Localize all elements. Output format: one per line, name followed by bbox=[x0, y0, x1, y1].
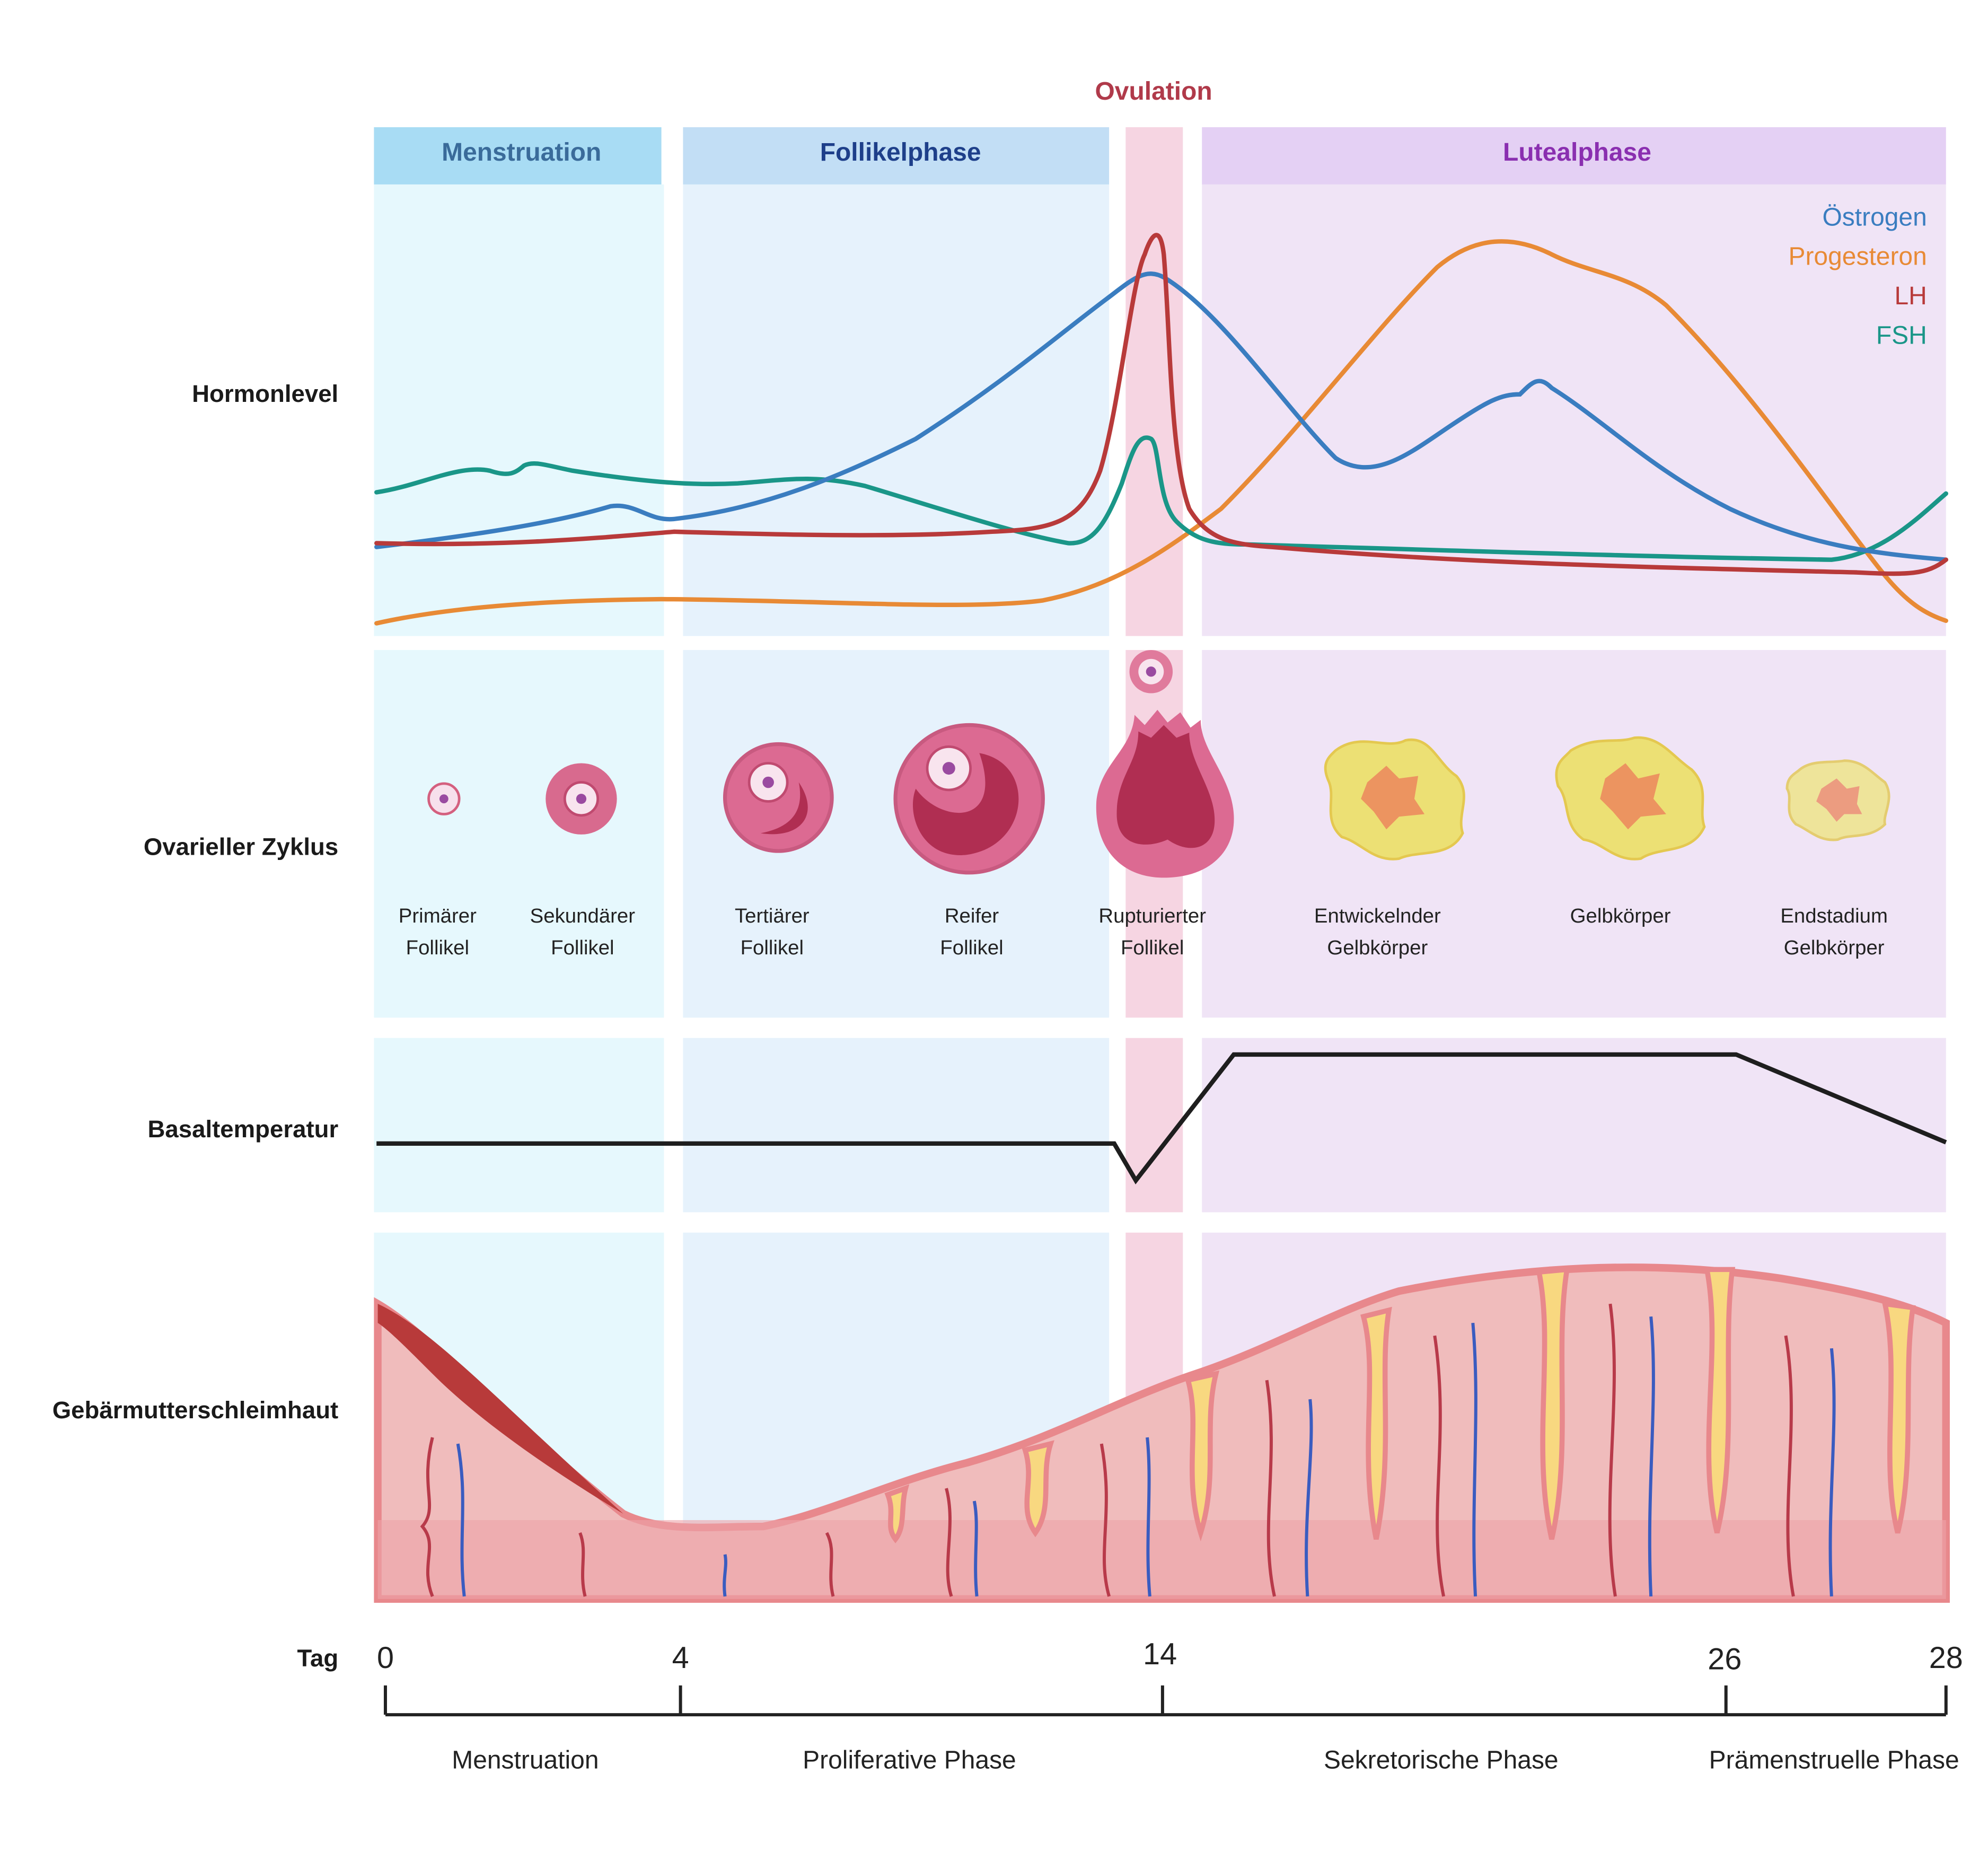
follicle-label: Follikel bbox=[940, 936, 1003, 959]
panel bbox=[374, 184, 664, 636]
progesterone-curve bbox=[374, 239, 1948, 626]
follicle-label: Follikel bbox=[1121, 936, 1184, 959]
phase-label: Follikelphase bbox=[820, 138, 981, 166]
antrum bbox=[1116, 725, 1215, 848]
luteal-core bbox=[1816, 778, 1862, 822]
day-label: 0 bbox=[377, 1641, 394, 1675]
follicle-label: Gelbkörper bbox=[1570, 905, 1671, 927]
day-label: 26 bbox=[1708, 1643, 1741, 1676]
panel bbox=[683, 184, 1110, 636]
phase-label: Menstruation bbox=[442, 138, 601, 166]
lh-curve bbox=[374, 233, 1948, 576]
fsh-curve bbox=[374, 435, 1948, 562]
glands bbox=[884, 1267, 1916, 1543]
follicle-label: Primärer bbox=[399, 905, 477, 927]
basal-layer bbox=[377, 1520, 1946, 1599]
panel bbox=[374, 649, 664, 1018]
follicle-label: Rupturierter bbox=[1098, 905, 1206, 927]
panel bbox=[683, 1038, 1110, 1213]
follicle-label: Gelbkörper bbox=[1784, 936, 1885, 959]
cycle-phase: Menstruation bbox=[452, 1746, 599, 1775]
cycle-phase: Prämenstruelle Phase bbox=[1709, 1746, 1959, 1775]
legend-entry: FSH bbox=[1876, 321, 1927, 349]
row-label: Gebärmutterschleimhaut bbox=[52, 1397, 338, 1424]
panel bbox=[374, 1038, 664, 1213]
follicle-label: Reifer bbox=[945, 905, 999, 927]
shedding-layer bbox=[377, 1304, 623, 1514]
day-label: 28 bbox=[1929, 1641, 1963, 1675]
antrum bbox=[760, 782, 808, 835]
corpus-luteum bbox=[1324, 738, 1465, 861]
phase-label: Lutealphase bbox=[1503, 138, 1651, 166]
header bbox=[374, 127, 662, 185]
nucleus bbox=[942, 762, 955, 775]
luteal-core bbox=[1600, 763, 1666, 830]
day-axis bbox=[383, 1685, 1948, 1717]
cycle-phase: Sekretorische Phase bbox=[1324, 1746, 1559, 1775]
header bbox=[683, 127, 1110, 185]
follicle-label: Endstadium bbox=[1780, 905, 1888, 927]
temperature-curve bbox=[376, 1052, 1947, 1184]
ovulation-label: Ovulation bbox=[1095, 77, 1212, 106]
follicle-label: Follikel bbox=[406, 936, 469, 959]
vessels bbox=[420, 1303, 1836, 1597]
legend-entry: Progesteron bbox=[1788, 243, 1927, 271]
panel bbox=[1202, 1038, 1946, 1213]
nucleus bbox=[576, 794, 587, 804]
estrogen-curve bbox=[374, 271, 1948, 562]
legend-entry: LH bbox=[1894, 282, 1927, 310]
luteal-core bbox=[1361, 766, 1425, 830]
row-label: Ovarieller Zyklus bbox=[144, 833, 338, 860]
day-label: 4 bbox=[672, 1641, 689, 1675]
follicle-label: Gelbkörper bbox=[1327, 936, 1428, 959]
follicle-label: Sekundärer bbox=[530, 905, 636, 927]
nucleus bbox=[762, 776, 774, 788]
row-label: Basaltemperatur bbox=[148, 1116, 339, 1143]
nucleus bbox=[1146, 666, 1156, 677]
header bbox=[1202, 127, 1946, 185]
follicle-label: Entwickelnder bbox=[1314, 905, 1441, 927]
follicles bbox=[427, 649, 1890, 878]
cycle-phase: Proliferative Phase bbox=[803, 1746, 1016, 1775]
follicle-label: Follikel bbox=[741, 936, 804, 959]
row-label: Tag bbox=[297, 1645, 339, 1672]
follicle-label: Follikel bbox=[551, 936, 614, 959]
day-label: 14 bbox=[1143, 1637, 1177, 1671]
panel bbox=[1125, 1038, 1183, 1213]
panel bbox=[1125, 127, 1183, 636]
nucleus bbox=[439, 794, 448, 804]
follicle-label: Tertiärer bbox=[735, 905, 810, 927]
corpus-luteum bbox=[1555, 736, 1706, 861]
endometrium bbox=[374, 1263, 1950, 1603]
legend-entry: Östrogen bbox=[1822, 203, 1927, 231]
antrum bbox=[912, 753, 1019, 855]
corpus-luteum bbox=[1785, 759, 1890, 841]
row-label: Hormonlevel bbox=[192, 380, 338, 407]
